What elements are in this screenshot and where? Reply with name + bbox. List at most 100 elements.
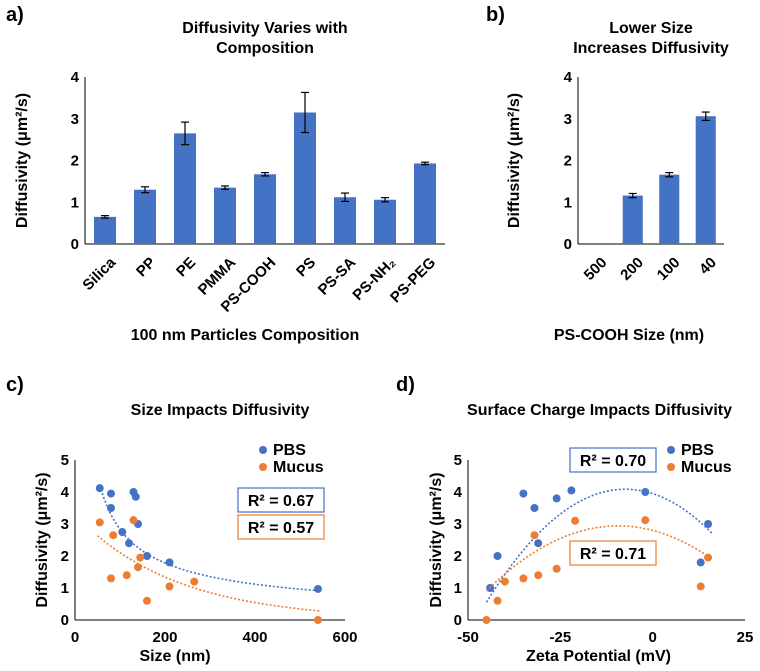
x-tick-label: 200 <box>617 254 647 284</box>
chart-size-bar: Lower Size Increases Diffusivity 0 1 2 3 4 Diff… <box>506 20 729 344</box>
panel-label-b: b) <box>486 4 505 26</box>
x-tick-label: 0 <box>71 629 79 646</box>
y-axis-title: Diffusivity (μm²/s) <box>428 472 445 607</box>
bar <box>622 195 643 244</box>
trendline-pbs <box>485 488 713 603</box>
y-tick-label: 0 <box>454 612 462 629</box>
chart-title: Size Impacts Diffusivity <box>131 402 310 419</box>
data-point-mucus <box>519 574 528 583</box>
bar <box>334 197 356 244</box>
trendline-mucus <box>485 525 713 592</box>
data-point-mucus <box>134 563 142 572</box>
data-point-pbs <box>165 558 174 567</box>
y-tick-label: 3 <box>61 516 69 533</box>
bar <box>374 199 396 244</box>
y-axis-title: Diffusivity (μm²/s) <box>506 93 523 228</box>
x-tick-label: 0 <box>648 629 656 646</box>
data-point-pbs <box>95 484 104 493</box>
x-tick-label: 400 <box>242 629 267 646</box>
data-point-mucus <box>530 531 539 540</box>
legend-label: Mucus <box>681 459 732 476</box>
legend-marker <box>667 446 675 454</box>
legend-marker <box>259 446 267 454</box>
y-tick-label: 4 <box>454 484 463 501</box>
data-point-mucus <box>493 596 502 605</box>
y-axis-title: Diffusivity (μm²/s) <box>14 93 31 228</box>
y-tick-label: 4 <box>564 69 573 86</box>
panel-label-a: a) <box>6 4 24 26</box>
data-point-pbs <box>107 504 115 512</box>
y-tick-label: 4 <box>61 484 70 501</box>
y-tick-label: 4 <box>71 69 80 86</box>
bar <box>294 112 316 244</box>
data-point-pbs <box>641 488 650 496</box>
legend-label: PBS <box>681 442 714 459</box>
x-tick-label: -50 <box>457 629 479 646</box>
x-tick-label: Silica <box>79 254 119 294</box>
y-tick-label: 3 <box>71 111 79 128</box>
y-tick-label: 5 <box>454 452 462 469</box>
x-tick-label: PS <box>293 254 319 280</box>
data-point-pbs <box>131 492 140 501</box>
bar <box>414 163 436 244</box>
data-point-pbs <box>125 539 133 548</box>
x-tick-label: 500 <box>581 254 611 284</box>
chart-title: Diffusivity Varies with <box>182 20 347 37</box>
bar <box>174 133 196 244</box>
chart-title: Composition <box>216 40 314 57</box>
data-point-pbs <box>519 489 528 498</box>
data-point-mucus <box>95 518 104 527</box>
r2-box <box>569 540 657 566</box>
bar <box>214 187 236 244</box>
x-tick-label: 25 <box>737 629 754 646</box>
x-axis-title: Size (nm) <box>139 648 210 665</box>
bar <box>134 189 156 244</box>
data-point-mucus <box>696 582 705 591</box>
bar <box>94 216 116 244</box>
x-tick-label: -25 <box>549 629 571 646</box>
data-point-mucus <box>571 516 580 525</box>
y-tick-label: 0 <box>61 612 69 629</box>
data-point-pbs <box>704 520 713 528</box>
data-point-mucus <box>122 571 131 580</box>
data-point-mucus <box>107 574 115 583</box>
y-tick-label: 1 <box>71 194 79 211</box>
legend-marker <box>667 463 675 471</box>
r2-label: R² = 0.70 <box>580 453 646 470</box>
r2-box <box>237 514 325 540</box>
y-tick-label: 1 <box>564 194 572 211</box>
panel-label-c: c) <box>6 374 24 396</box>
r2-label: R² = 0.71 <box>580 546 646 563</box>
bar <box>254 174 276 244</box>
y-tick-label: 2 <box>454 548 462 565</box>
data-point-pbs <box>567 486 576 495</box>
y-tick-label: 2 <box>61 548 69 565</box>
data-point-pbs <box>118 528 127 536</box>
data-point-mucus <box>143 596 151 605</box>
data-point-mucus <box>704 553 713 562</box>
x-axis-title: Zeta Potential (mV) <box>526 648 671 665</box>
x-tick-label: 40 <box>696 254 720 278</box>
x-tick-label: 600 <box>332 629 357 646</box>
x-tick-label: 100 <box>654 254 684 284</box>
chart-title: Lower Size <box>609 20 693 37</box>
x-axis-title: PS-COOH Size (nm) <box>554 327 704 344</box>
data-point-pbs <box>314 584 322 593</box>
y-tick-label: 2 <box>564 153 572 170</box>
x-tick-label: PE <box>173 254 199 280</box>
chart-zeta-scatter: Surface Charge Impacts Diffusivity 0 1 2 3 4 5… <box>428 402 753 665</box>
data-point-pbs <box>534 539 543 548</box>
y-tick-label: 1 <box>454 580 462 597</box>
data-point-pbs <box>143 552 151 560</box>
r2-box <box>569 447 657 473</box>
data-point-mucus <box>641 516 650 525</box>
chart-title: Increases Diffusivity <box>573 40 729 57</box>
data-point-mucus <box>482 616 491 624</box>
x-axis-title: 100 nm Particles Composition <box>131 327 360 344</box>
data-point-mucus <box>129 516 138 525</box>
r2-label: R² = 0.57 <box>248 520 314 537</box>
y-tick-label: 2 <box>71 153 79 170</box>
bar <box>659 174 680 244</box>
legend-marker <box>259 463 267 471</box>
